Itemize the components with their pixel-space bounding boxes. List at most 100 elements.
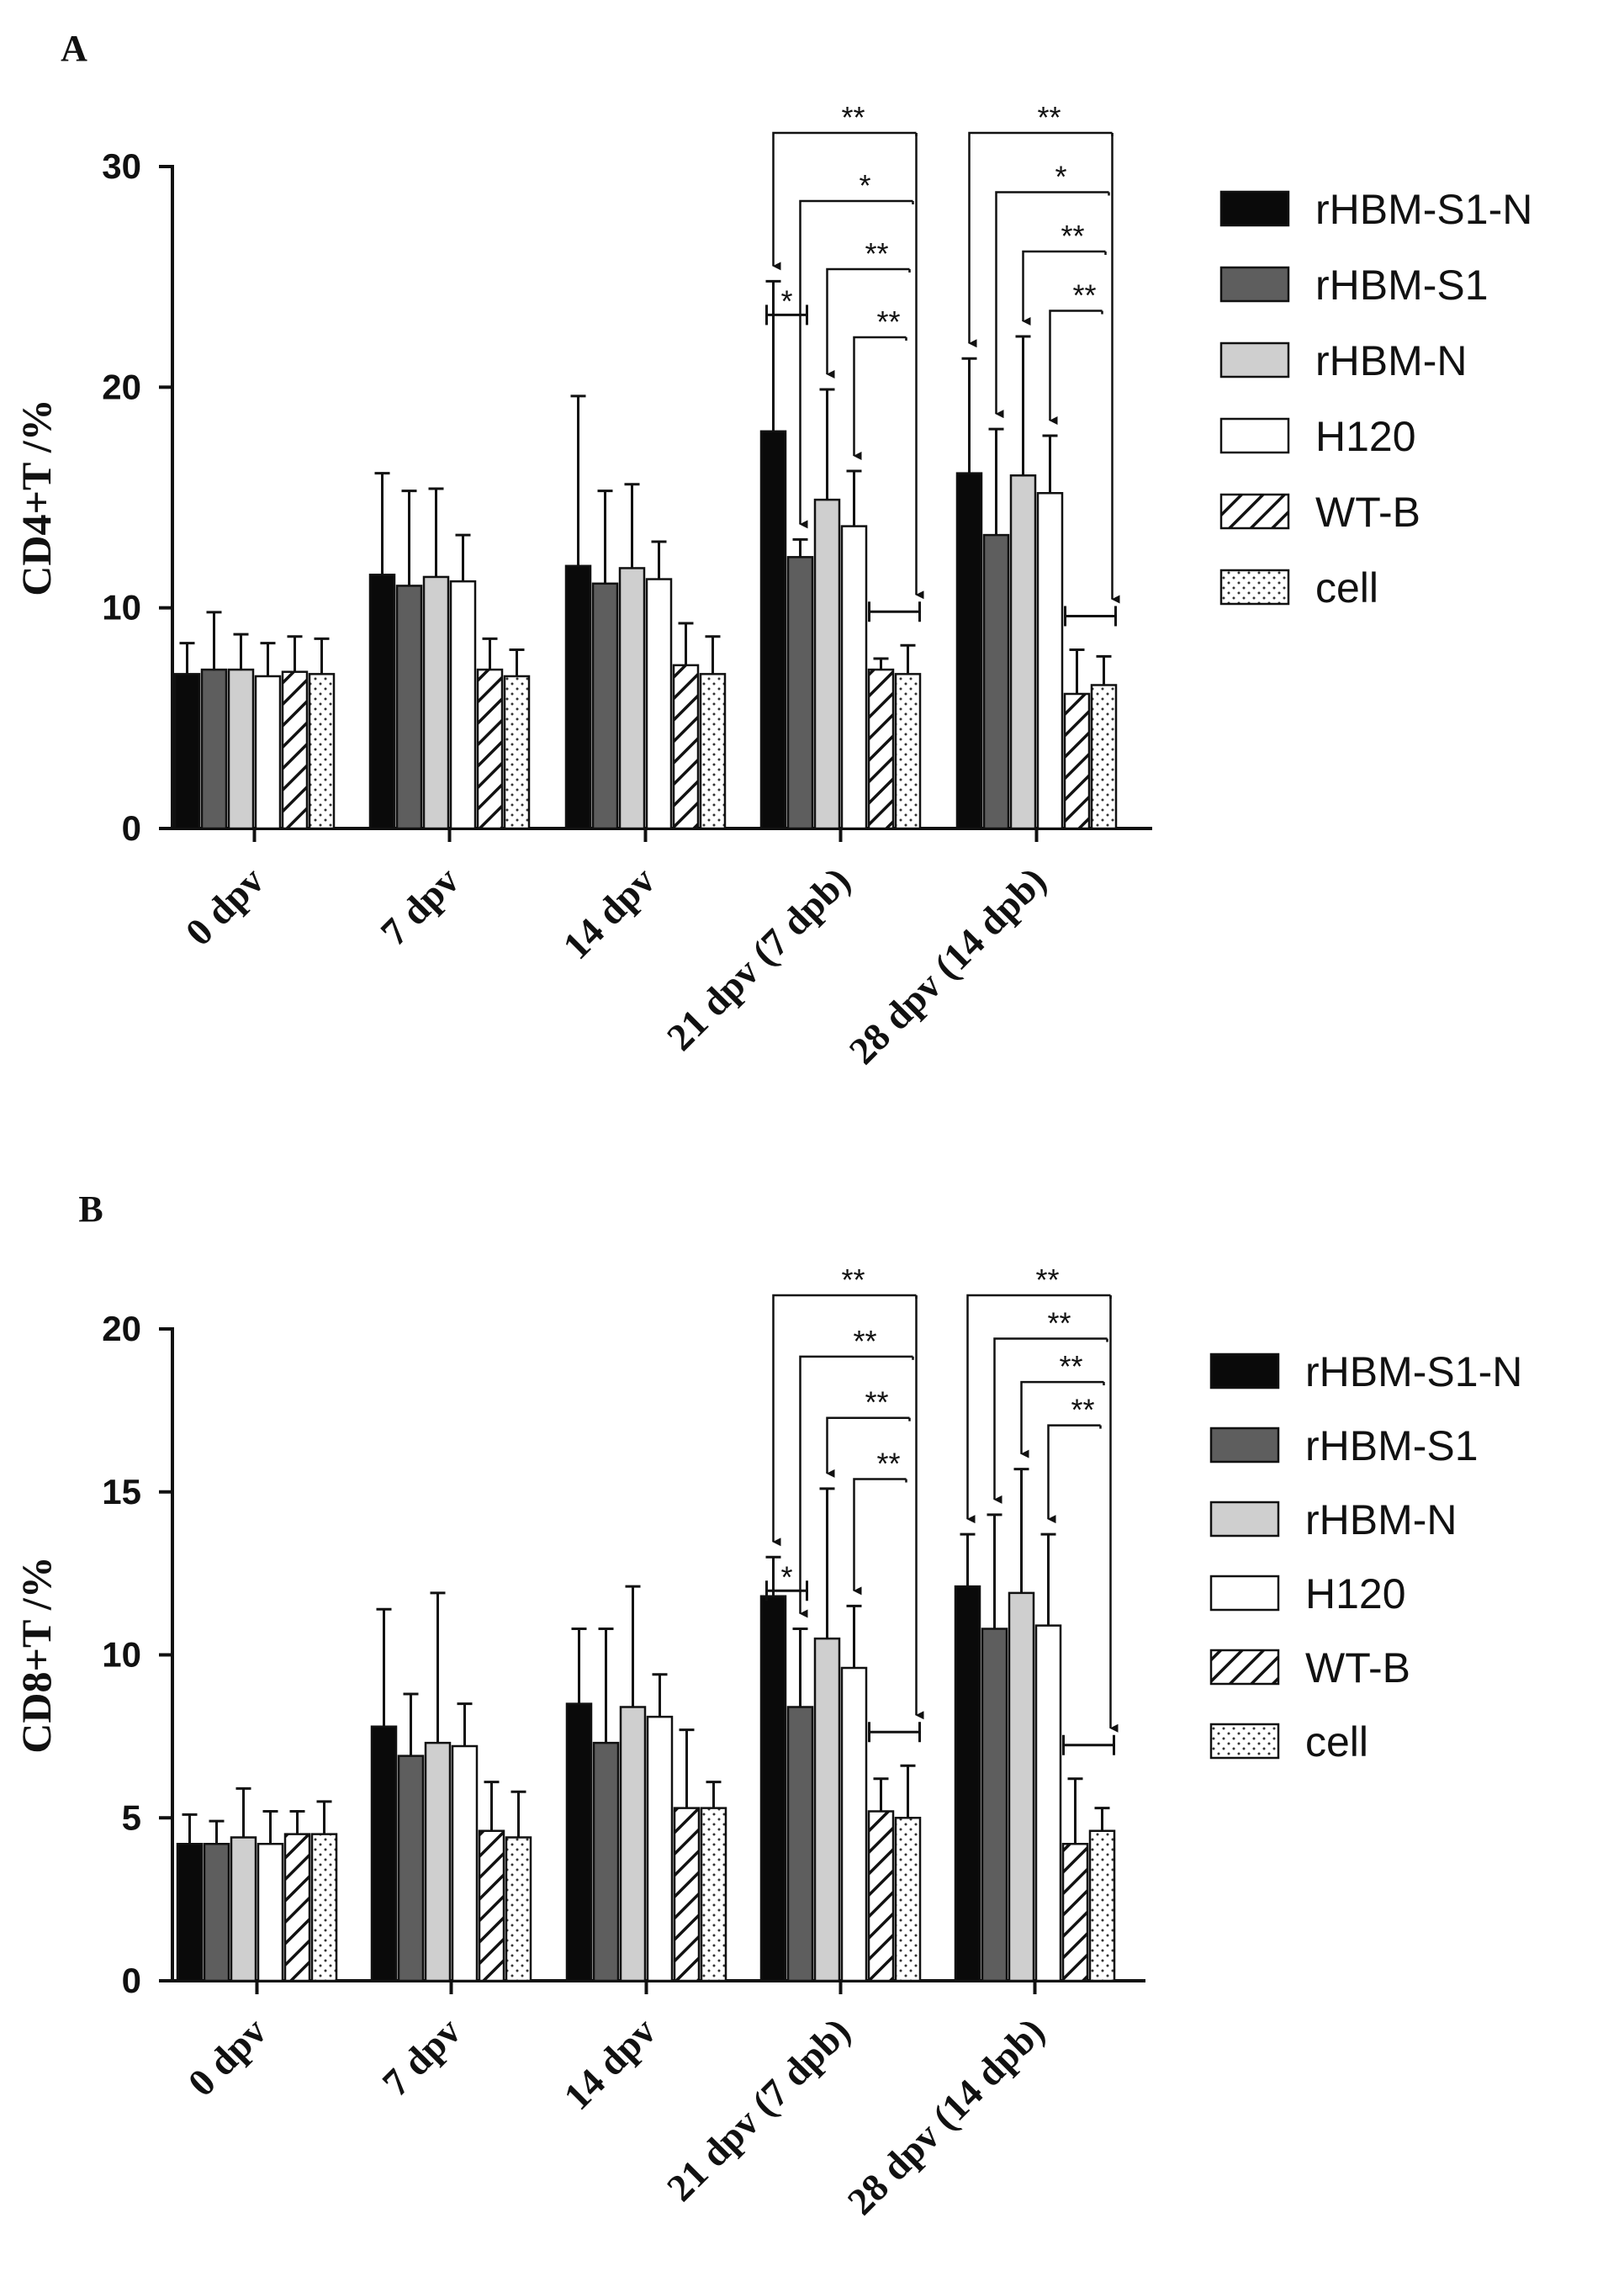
sig-arrow: [993, 1337, 1108, 1504]
bar-cell: [308, 673, 336, 830]
bar-rhbm-s1-n: [173, 673, 201, 830]
x-tick-label: 28 dpv (14 dpb): [841, 859, 1055, 1072]
legend-swatch: [1209, 1352, 1280, 1389]
bar-rhbm-s1: [200, 668, 228, 830]
sig-arrow: [799, 1355, 913, 1618]
legend-label: cell: [1315, 564, 1378, 611]
bar-cell: [699, 673, 727, 830]
bar-rhbm-s1: [981, 1628, 1008, 1982]
bar-h120: [449, 580, 477, 830]
legend-label: rHBM-N: [1305, 1496, 1457, 1543]
bar-rhbm-s1: [591, 582, 619, 830]
sig-arrow: [826, 1416, 910, 1478]
legend-label: WT-B: [1305, 1644, 1410, 1691]
sig-marker: **: [1061, 219, 1084, 253]
legend-label: WT-B: [1315, 489, 1420, 536]
bar-h120: [645, 578, 673, 830]
bar-rhbm-s1-n: [565, 1702, 593, 1982]
sig-arrow: [995, 191, 1109, 419]
sig-marker: **: [841, 100, 865, 135]
sig-marker: **: [876, 1447, 900, 1481]
bar-rhbm-n: [230, 1836, 257, 1982]
bar-rhbm-n: [227, 668, 255, 830]
sig-marker: **: [876, 304, 900, 339]
bar-wt-b: [283, 1833, 311, 1982]
bar-rhbm-s1: [982, 533, 1010, 830]
sig-marker: **: [853, 1324, 876, 1358]
y-tick-label: 15: [102, 1472, 141, 1511]
bar-h120: [1034, 1624, 1062, 1982]
sig-arrow: [1047, 1424, 1101, 1524]
sig-marker: **: [1059, 1349, 1082, 1384]
bar-rhbm-s1: [592, 1741, 620, 1982]
x-tick-label: 7 dpv: [373, 859, 468, 954]
sig-marker: **: [1072, 278, 1096, 313]
sig-arrow: [1022, 250, 1106, 326]
bar-rhbm-s1-n: [368, 574, 396, 830]
y-tick-label: 10: [102, 1635, 141, 1675]
bar-cell: [505, 1836, 532, 1982]
bar-rhbm-s1: [203, 1843, 230, 1982]
bar-rhbm-s1: [397, 1755, 425, 1982]
bar-h120: [451, 1744, 479, 1982]
bar-cell: [894, 1817, 922, 1982]
bar-cell: [1088, 1829, 1116, 1982]
bar-rhbm-s1-n: [955, 472, 983, 830]
legend-label: cell: [1305, 1718, 1368, 1765]
bar-h120: [840, 1666, 868, 1982]
panel-label: A: [61, 28, 87, 69]
bar-wt-b: [1063, 692, 1091, 830]
legend-swatch: [1219, 569, 1290, 606]
legend-label: rHBM-S1: [1305, 1422, 1479, 1469]
legend-swatch: [1209, 1723, 1280, 1760]
x-tick-label: 28 dpv (14 dpb): [839, 2009, 1053, 2223]
y-axis-title: CD8+T /%: [13, 1556, 60, 1754]
bar-wt-b: [672, 664, 700, 830]
bar-h120: [254, 675, 282, 830]
legend-swatch: [1219, 190, 1290, 227]
y-tick-label: 20: [102, 367, 141, 406]
bar-h120: [840, 525, 868, 830]
bar-rhbm-s1-n: [759, 430, 787, 830]
legend-label: rHBM-S1-N: [1305, 1348, 1522, 1395]
bar-h120: [646, 1715, 674, 1982]
sig-arrow: [799, 199, 913, 529]
sig-arrow: [968, 131, 1113, 348]
bar-rhbm-n: [813, 498, 841, 830]
x-tick-label: 7 dpv: [374, 2009, 469, 2104]
sig-marker: *: [780, 1559, 792, 1594]
bar-rhbm-s1: [786, 1706, 814, 1982]
x-tick-label: 21 dpv (7 dpb): [659, 859, 859, 1059]
x-tick-label: 0 dpv: [177, 859, 272, 954]
bar-rhbm-s1: [395, 585, 423, 830]
panel-label: B: [78, 1188, 103, 1230]
sig-marker: *: [780, 283, 792, 318]
bar-wt-b: [478, 1829, 505, 1982]
bar-cell: [503, 675, 531, 830]
legend-swatch: [1209, 1649, 1280, 1686]
legend-swatch: [1219, 341, 1290, 378]
x-tick-label: 14 dpv: [555, 2009, 664, 2118]
y-tick-label: 30: [102, 146, 141, 186]
sig-arrow: [772, 1294, 917, 1547]
sig-marker: **: [865, 236, 888, 271]
sig-marker: *: [859, 168, 870, 203]
bar-rhbm-n: [1009, 474, 1037, 830]
sig-marker: **: [1071, 1393, 1094, 1427]
sig-marker: **: [865, 1385, 888, 1420]
y-axis-title: CD4+T /%: [13, 399, 60, 596]
bar-wt-b: [1061, 1843, 1089, 1982]
bar-rhbm-n: [422, 575, 450, 830]
x-tick-label: 14 dpv: [554, 859, 663, 967]
legend-label: rHBM-N: [1315, 337, 1468, 384]
sig-marker: **: [1037, 100, 1061, 135]
bar-cell: [894, 673, 922, 830]
bar-rhbm-n: [618, 567, 646, 830]
legend-label: H120: [1305, 1570, 1406, 1617]
sig-arrow: [1020, 1380, 1104, 1458]
sig-marker: **: [841, 1262, 865, 1297]
x-tick-label: 0 dpv: [180, 2009, 275, 2104]
bar-rhbm-s1-n: [370, 1725, 398, 1982]
